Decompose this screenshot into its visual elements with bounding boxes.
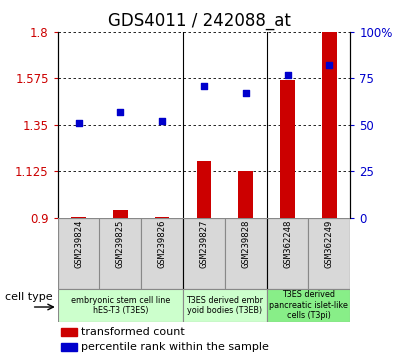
Bar — [58, 218, 100, 289]
Point — [201, 83, 207, 88]
Text: embryonic stem cell line
hES-T3 (T3ES): embryonic stem cell line hES-T3 (T3ES) — [71, 296, 170, 315]
Text: T3ES derived
pancreatic islet-like
cells (T3pi): T3ES derived pancreatic islet-like cells… — [269, 290, 348, 320]
Point — [326, 63, 333, 68]
Bar — [60, 343, 77, 351]
Text: transformed count: transformed count — [81, 327, 185, 337]
Bar — [267, 218, 308, 289]
Bar — [100, 218, 141, 289]
Bar — [197, 161, 211, 218]
Text: GSM239827: GSM239827 — [199, 220, 209, 268]
Bar — [238, 171, 253, 218]
Text: cell type: cell type — [5, 292, 52, 302]
Text: T3ES derived embr
yoid bodies (T3EB): T3ES derived embr yoid bodies (T3EB) — [186, 296, 263, 315]
Text: GSM362249: GSM362249 — [325, 220, 334, 268]
Point — [117, 109, 124, 115]
Point — [76, 120, 82, 126]
Bar — [141, 218, 183, 289]
Text: GSM239824: GSM239824 — [74, 220, 83, 268]
Text: GSM239826: GSM239826 — [158, 220, 167, 268]
Point — [243, 90, 249, 96]
Point — [159, 118, 166, 124]
Bar — [183, 289, 267, 322]
Text: GSM362248: GSM362248 — [283, 220, 292, 268]
Bar — [113, 210, 128, 218]
Text: GDS4011 / 242088_at: GDS4011 / 242088_at — [107, 12, 291, 30]
Bar — [267, 289, 350, 322]
Bar — [225, 218, 267, 289]
Point — [285, 72, 291, 78]
Bar — [60, 327, 77, 336]
Text: GSM239825: GSM239825 — [116, 220, 125, 268]
Bar — [155, 217, 170, 218]
Text: GSM239828: GSM239828 — [241, 220, 250, 268]
Bar — [71, 217, 86, 218]
Bar — [183, 218, 225, 289]
Bar — [58, 289, 183, 322]
Bar — [308, 218, 350, 289]
Bar — [280, 80, 295, 218]
Bar — [322, 32, 337, 218]
Text: percentile rank within the sample: percentile rank within the sample — [81, 342, 269, 352]
